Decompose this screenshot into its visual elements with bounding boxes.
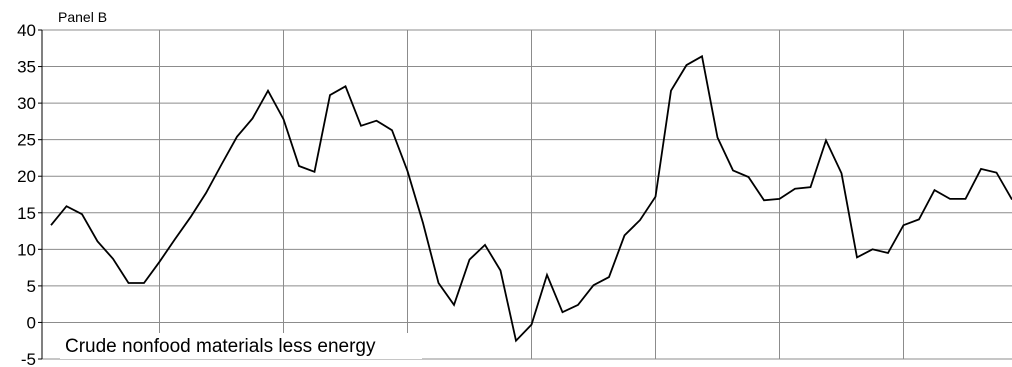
- y-tick-label: 15: [17, 204, 36, 223]
- y-tick-label: 35: [17, 58, 36, 77]
- y-tick-label: 30: [17, 94, 36, 113]
- chart-annotation: Crude nonfood materials less energy: [65, 336, 376, 357]
- series-line: [50, 54, 1012, 343]
- grid: [42, 29, 1012, 360]
- chart-title: Panel B: [58, 9, 107, 25]
- series-layer: [50, 54, 1012, 343]
- y-axis: -5 0 5 10 15 20 25 30 35 40: [17, 21, 43, 367]
- y-tick-label: 40: [17, 21, 36, 40]
- y-tick-label: 20: [17, 167, 36, 186]
- y-tick-label: 0: [27, 313, 36, 332]
- y-tick-label: 5: [27, 277, 36, 296]
- annotation-box: [60, 333, 422, 359]
- y-tick-label: -5: [21, 350, 36, 367]
- y-tick-label: 25: [17, 131, 36, 150]
- y-tick-label: 10: [17, 240, 36, 259]
